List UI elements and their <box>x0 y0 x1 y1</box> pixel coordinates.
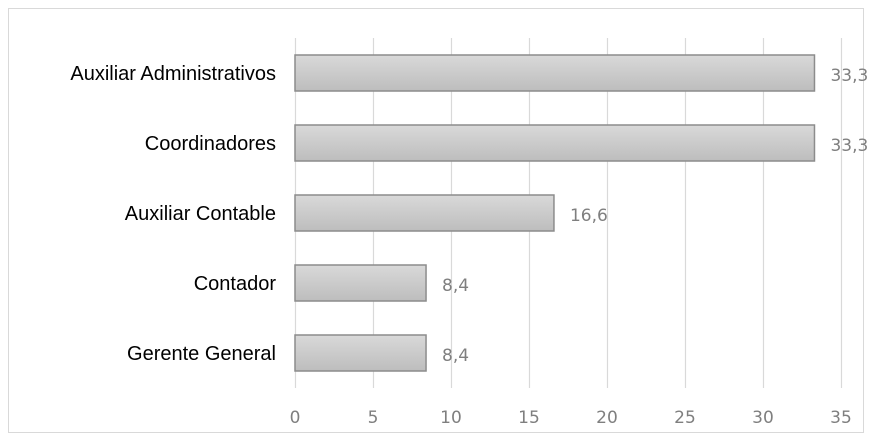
category-labels: Auxiliar Administrativos Coordinadores Aux… <box>70 63 276 365</box>
category-label: Gerente General <box>127 343 276 365</box>
x-tick-label: 35 <box>830 408 852 428</box>
data-label: 8,4 <box>442 346 469 366</box>
category-label: Auxiliar Administrativos <box>70 63 276 85</box>
bar-gerente-general <box>294 334 427 372</box>
category-label: Coordinadores <box>145 133 276 155</box>
x-tick-label: 5 <box>368 408 379 428</box>
x-tick-label: 25 <box>674 408 696 428</box>
x-tick-label: 20 <box>596 408 618 428</box>
data-label: 33,3 <box>830 66 868 86</box>
x-tick-label: 10 <box>440 408 462 428</box>
category-label: Auxiliar Contable <box>125 203 276 225</box>
bar-contador <box>294 264 427 302</box>
gridlines <box>294 38 843 388</box>
category-label: Contador <box>194 273 277 295</box>
x-tick-label: 15 <box>518 408 540 428</box>
data-label: 16,6 <box>570 206 608 226</box>
bar-auxiliar-administrativos <box>294 54 816 92</box>
data-labels: 33,3 33,3 16,6 8,4 8,4 <box>442 66 868 366</box>
bar-auxiliar-contable <box>294 194 555 232</box>
bar-coordinadores <box>294 124 816 162</box>
data-label: 8,4 <box>442 276 469 296</box>
bars <box>294 54 816 372</box>
x-tick-label: 0 <box>290 408 301 428</box>
x-axis-tick-labels: 0 5 10 15 20 25 30 35 <box>290 408 852 428</box>
data-label: 33,3 <box>830 136 868 156</box>
x-tick-label: 30 <box>752 408 774 428</box>
